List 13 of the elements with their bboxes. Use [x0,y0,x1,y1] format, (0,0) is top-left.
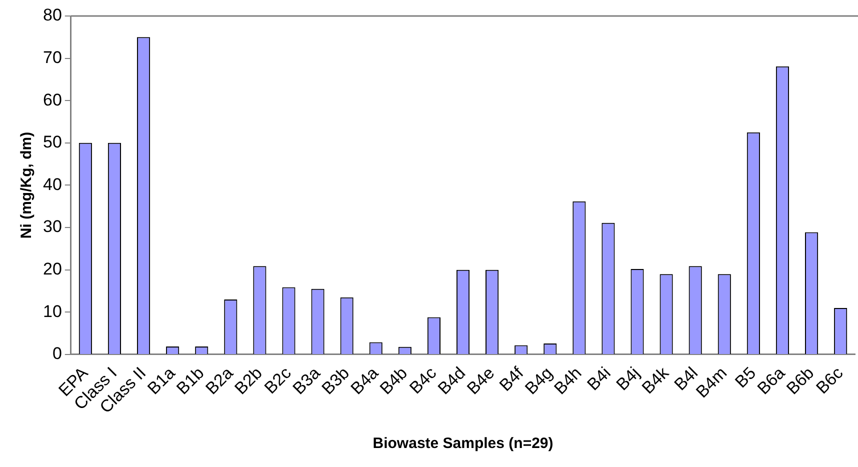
y-tick-label: 10 [42,302,62,321]
x-tick-label: B4i [584,363,614,394]
y-tick-label: 80 [42,6,62,25]
y-tick-label: 0 [52,344,62,364]
y-axis-title: Ni (mg/Kg, dm) [18,132,36,239]
y-tick-label: 60 [42,90,62,110]
y-tick-label: 50 [42,132,62,152]
y-tick-label: 40 [42,174,62,194]
y-tick-label: 30 [42,217,62,236]
x-axis-title: Biowaste Samples (n=29) [372,435,554,452]
y-tick-label: 70 [42,48,62,67]
y-tick-label: 20 [42,260,62,279]
x-tick-label: B6c [812,363,848,398]
